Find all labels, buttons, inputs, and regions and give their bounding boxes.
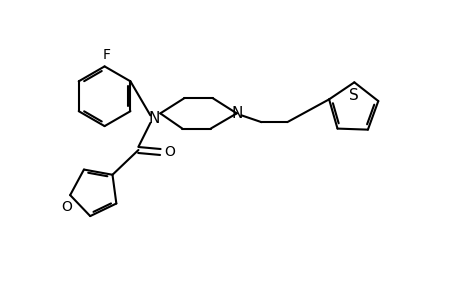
Text: N: N (230, 106, 242, 121)
Text: F: F (102, 48, 110, 62)
Text: O: O (62, 200, 72, 214)
Text: S: S (349, 88, 358, 103)
Text: O: O (164, 145, 175, 159)
Text: N: N (148, 111, 160, 126)
